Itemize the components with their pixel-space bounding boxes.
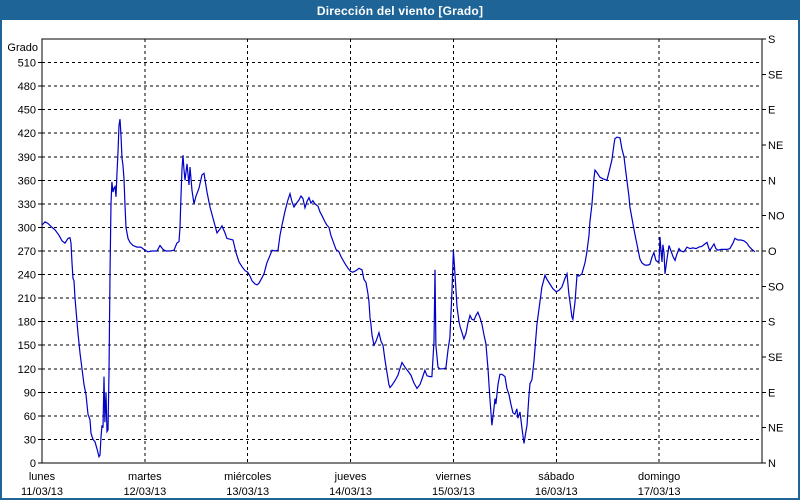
y-left-tick-label: 60 bbox=[24, 411, 36, 423]
y-left-tick-label: 300 bbox=[18, 222, 36, 234]
y-right-tick-label: S bbox=[768, 317, 775, 329]
x-day-label: miércoles bbox=[224, 471, 272, 483]
y-left-tick-label: 330 bbox=[18, 199, 36, 211]
y-right-tick-label: N bbox=[768, 175, 776, 187]
x-date-label: 16/03/13 bbox=[535, 486, 578, 498]
y-left-tick-label: 420 bbox=[18, 128, 36, 140]
y-left-tick-label: 390 bbox=[18, 152, 36, 164]
y-right-tick-label: NE bbox=[768, 423, 783, 435]
x-day-label: viernes bbox=[436, 471, 472, 483]
y-left-tick-label: 210 bbox=[18, 293, 36, 305]
x-date-label: 11/03/13 bbox=[21, 486, 63, 498]
y-right-tick-label: O bbox=[768, 246, 777, 258]
y-left-tick-label: 90 bbox=[24, 387, 36, 399]
y-right-tick-label: SE bbox=[768, 69, 783, 81]
y-left-tick-label: 180 bbox=[18, 317, 36, 329]
y-right-tick-label: NO bbox=[768, 211, 785, 223]
x-date-label: 12/03/13 bbox=[123, 486, 166, 498]
wind-direction-line bbox=[41, 119, 756, 459]
y-right-tick-label: NE bbox=[768, 140, 783, 152]
y-right-tick-label: SE bbox=[768, 352, 783, 364]
y-right-tick-label: E bbox=[768, 105, 775, 117]
y-left-tick-label: 150 bbox=[18, 340, 36, 352]
y-right-tick-label: SO bbox=[768, 281, 784, 293]
title-bar: Dirección del viento [Grado] bbox=[2, 2, 798, 20]
y-left-tick-label: 120 bbox=[18, 364, 36, 376]
y-axis-title: Grado bbox=[7, 42, 38, 54]
window-title: Dirección del viento [Grado] bbox=[316, 4, 484, 18]
y-right-tick-label: E bbox=[768, 387, 775, 399]
y-left-tick-label: 240 bbox=[18, 270, 36, 282]
y-left-tick-label: 360 bbox=[18, 175, 36, 187]
y-left-tick-label: 510 bbox=[18, 58, 36, 70]
y-right-tick-label: S bbox=[768, 34, 775, 46]
x-date-label: 14/03/13 bbox=[329, 486, 372, 498]
x-day-label: lunes bbox=[29, 471, 56, 483]
x-day-label: jueves bbox=[334, 471, 367, 483]
y-left-tick-label: 0 bbox=[30, 458, 36, 470]
y-right-tick-label: N bbox=[768, 458, 776, 470]
x-date-label: 15/03/13 bbox=[432, 486, 475, 498]
y-left-tick-label: 270 bbox=[18, 246, 36, 258]
x-day-label: martes bbox=[128, 471, 162, 483]
x-day-label: domingo bbox=[638, 471, 680, 483]
y-left-tick-label: 480 bbox=[18, 81, 36, 93]
x-date-label: 17/03/13 bbox=[638, 486, 681, 498]
y-left-tick-label: 30 bbox=[24, 434, 36, 446]
y-left-tick-label: 450 bbox=[18, 105, 36, 117]
x-day-label: sábado bbox=[538, 471, 574, 483]
x-date-label: 13/03/13 bbox=[226, 486, 269, 498]
